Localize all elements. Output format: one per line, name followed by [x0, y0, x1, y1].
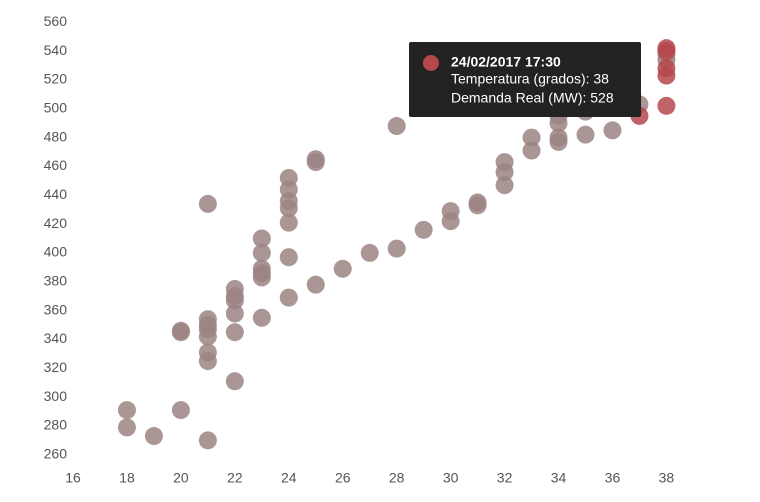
y-tick-label: 480 — [44, 128, 68, 144]
point — [657, 66, 676, 85]
y-tick-label: 560 — [44, 13, 68, 29]
x-tick-label: 34 — [551, 470, 567, 486]
x-tick-label: 28 — [389, 470, 405, 486]
point — [279, 199, 298, 218]
tooltip-box — [409, 42, 641, 117]
point — [252, 229, 271, 248]
y-tick-label: 380 — [44, 272, 68, 288]
point — [279, 213, 298, 232]
point — [495, 163, 514, 182]
point — [603, 121, 622, 140]
point — [117, 418, 136, 437]
point — [198, 194, 217, 213]
point — [198, 431, 217, 450]
y-tick-label: 260 — [44, 445, 68, 461]
point — [306, 275, 325, 294]
x-tick-label: 18 — [119, 470, 135, 486]
point — [279, 248, 298, 267]
point — [333, 259, 352, 278]
point — [144, 427, 163, 446]
point — [252, 268, 271, 287]
point — [495, 176, 514, 195]
y-tick-label: 520 — [44, 71, 68, 87]
y-tick-label: 460 — [44, 157, 68, 173]
point — [252, 308, 271, 327]
point — [414, 220, 433, 239]
point — [360, 243, 379, 262]
point — [657, 96, 676, 115]
y-tick-label: 540 — [44, 42, 68, 58]
point — [279, 288, 298, 307]
point — [252, 243, 271, 262]
point — [225, 372, 244, 391]
point — [225, 323, 244, 342]
y-tick-label: 420 — [44, 215, 68, 231]
point — [522, 141, 541, 160]
point — [225, 304, 244, 323]
y-tick-label: 340 — [44, 330, 68, 346]
tooltip-title: 24/02/2017 17:30 — [451, 54, 561, 70]
point — [171, 401, 190, 420]
point — [198, 327, 217, 346]
x-tick-label: 36 — [605, 470, 621, 486]
tooltip: 24/02/2017 17:30 Temperatura (grados): 3… — [409, 42, 641, 117]
point — [387, 117, 406, 136]
x-tick-label: 16 — [65, 470, 81, 486]
x-tick-label: 32 — [497, 470, 513, 486]
y-tick-label: 280 — [44, 417, 68, 433]
x-tick-label: 38 — [659, 470, 675, 486]
point — [522, 128, 541, 147]
point — [117, 401, 136, 420]
x-tick-label: 30 — [443, 470, 459, 486]
x-tick-label: 26 — [335, 470, 351, 486]
x-tick-label: 22 — [227, 470, 243, 486]
y-tick-label: 500 — [44, 99, 68, 115]
y-tick-label: 300 — [44, 388, 68, 404]
y-tick-label: 320 — [44, 359, 68, 375]
x-tick-label: 20 — [173, 470, 189, 486]
point — [306, 153, 325, 172]
point — [387, 239, 406, 258]
point — [657, 42, 676, 61]
point — [225, 291, 244, 310]
tooltip-line: Demanda Real (MW): 528 — [451, 90, 614, 106]
tooltip-line: Temperatura (grados): 38 — [451, 71, 609, 87]
point — [171, 323, 190, 342]
point — [549, 114, 568, 133]
tooltip-marker — [423, 55, 439, 71]
point — [576, 125, 595, 144]
point — [441, 212, 460, 231]
y-tick-label: 360 — [44, 301, 68, 317]
y-tick-label: 400 — [44, 244, 68, 260]
point — [198, 352, 217, 371]
y-tick-label: 440 — [44, 186, 68, 202]
x-tick-label: 24 — [281, 470, 297, 486]
point — [468, 196, 487, 215]
point — [549, 132, 568, 151]
